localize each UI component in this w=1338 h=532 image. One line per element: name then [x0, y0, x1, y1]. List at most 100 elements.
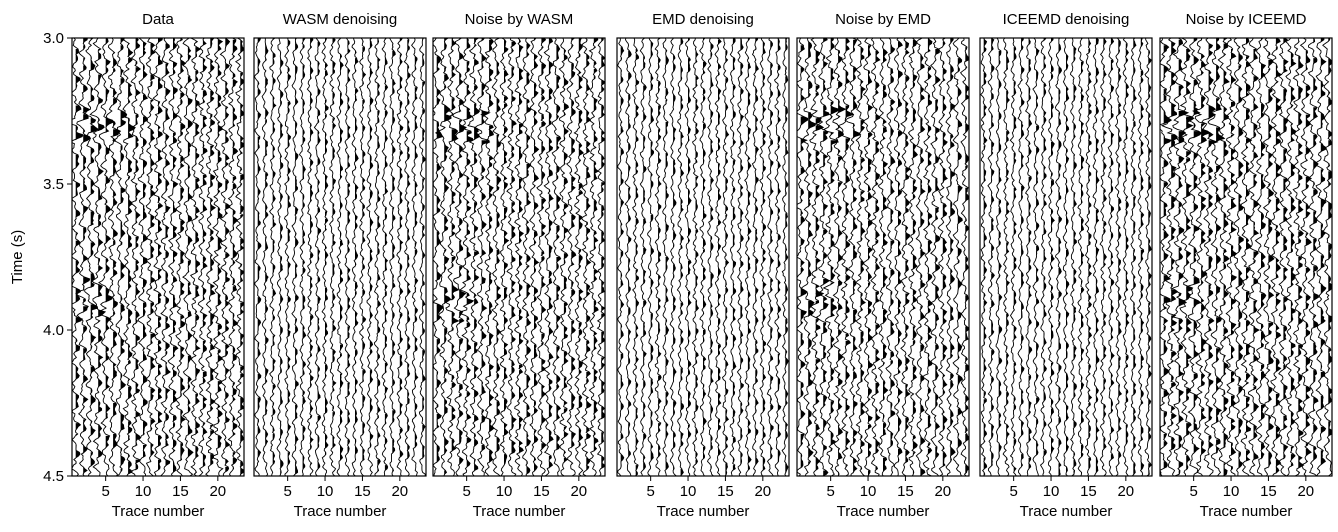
trace-fill [466, 38, 474, 473]
trace-fill [1103, 38, 1107, 467]
trace-fill [965, 47, 969, 475]
trace-fill [113, 39, 121, 467]
trace-fill [105, 38, 114, 449]
trace-fill [688, 38, 692, 456]
trace-wiggle [1299, 38, 1312, 476]
y-axis: 3.0 3.5 4.0 4.5 Time (s) [9, 30, 72, 485]
x-axis-label: Trace number [837, 503, 930, 520]
trace-fill [1238, 47, 1244, 469]
x-tick-label: 20 [209, 483, 226, 500]
trace-fill [210, 38, 216, 466]
trace-fill [628, 45, 632, 458]
trace-fill [187, 38, 193, 458]
trace-fill [991, 38, 995, 467]
trace-fill [823, 38, 830, 476]
trace-fill [983, 38, 987, 476]
panel-title: Data [142, 11, 174, 28]
trace-fill [1073, 47, 1077, 476]
x-tick-label: 10 [1223, 483, 1240, 500]
traces-group [797, 38, 969, 476]
trace-fill [1320, 38, 1326, 466]
trace-fill [838, 41, 846, 476]
x-tick-label: 15 [172, 483, 189, 500]
traces-group [72, 38, 244, 476]
trace-fill [436, 50, 443, 464]
trace-fill [1036, 49, 1040, 456]
x-tick-label: 20 [1117, 483, 1134, 500]
traces-group [617, 38, 789, 476]
trace-wiggle [1137, 38, 1145, 476]
panel-title: Noise by EMD [835, 11, 931, 28]
trace-fill [481, 38, 490, 458]
trace-fill [548, 38, 554, 475]
trace-fill [563, 49, 569, 464]
trace-wiggle [433, 38, 444, 476]
trace-fill [777, 38, 781, 473]
trace-wiggle [809, 38, 825, 476]
trace-fill [257, 38, 261, 464]
trace-wiggle [855, 38, 867, 476]
trace-fill [1051, 38, 1055, 462]
trace-fill [643, 38, 647, 471]
traces-group [1160, 38, 1332, 476]
trace-fill [150, 43, 156, 464]
trace-wiggle [797, 38, 809, 476]
x-tick-label: 10 [317, 483, 334, 500]
trace-fill [422, 38, 426, 460]
x-tick-label: 5 [462, 483, 470, 500]
traces-group [254, 38, 426, 476]
trace-fill [90, 38, 99, 475]
trace-fill [355, 50, 359, 473]
trace-wiggle [329, 38, 337, 476]
traces-group [980, 38, 1152, 476]
trace-wiggle [543, 38, 554, 476]
trace-fill [1283, 38, 1288, 469]
panel-frame [71, 37, 245, 477]
trace-fill [957, 38, 963, 469]
trace-wiggle [676, 38, 685, 476]
trace-fill [511, 41, 517, 471]
trace-wiggle [167, 38, 179, 476]
x-tick-label: 5 [1009, 483, 1017, 500]
trace-wiggle [995, 38, 1003, 476]
trace-fill [883, 43, 888, 473]
x-axis-label: Trace number [1200, 503, 1293, 520]
trace-fill [135, 38, 141, 471]
trace-fill [635, 49, 639, 476]
trace-fill [534, 38, 539, 473]
trace-wiggle [987, 38, 995, 476]
x-axis-label: Trace number [294, 503, 387, 520]
trace-fill [747, 38, 752, 473]
trace-fill [1043, 38, 1047, 475]
trace-fill [1290, 47, 1296, 467]
x-tick-label: 15 [1260, 483, 1277, 500]
trace-fill [808, 41, 816, 466]
trace-fill [332, 38, 336, 464]
trace-fill [98, 38, 106, 466]
trace-fill [496, 38, 501, 469]
trace-fill [451, 38, 459, 458]
panel-frame [1159, 37, 1333, 477]
trace-fill [1125, 43, 1129, 464]
trace-wiggle [1002, 38, 1010, 476]
trace-fill [860, 43, 866, 471]
trace-fill [325, 38, 329, 456]
trace-fill [1216, 38, 1225, 455]
trace-wiggle [261, 38, 269, 476]
y-tick-label: 4.0 [43, 322, 64, 339]
x-tick-label: 10 [1043, 483, 1060, 500]
x-tick-label: 10 [680, 483, 697, 500]
x-tick-label: 20 [934, 483, 951, 500]
trace-fill [1261, 38, 1266, 460]
trace-fill [1231, 39, 1237, 471]
panel-title: WASM denoising [283, 11, 398, 28]
y-tick-label: 4.5 [43, 468, 64, 485]
x-tick-label: 15 [354, 483, 371, 500]
trace-wiggle [89, 38, 107, 476]
trace-fill [195, 41, 201, 475]
trace-fill [1028, 38, 1032, 471]
